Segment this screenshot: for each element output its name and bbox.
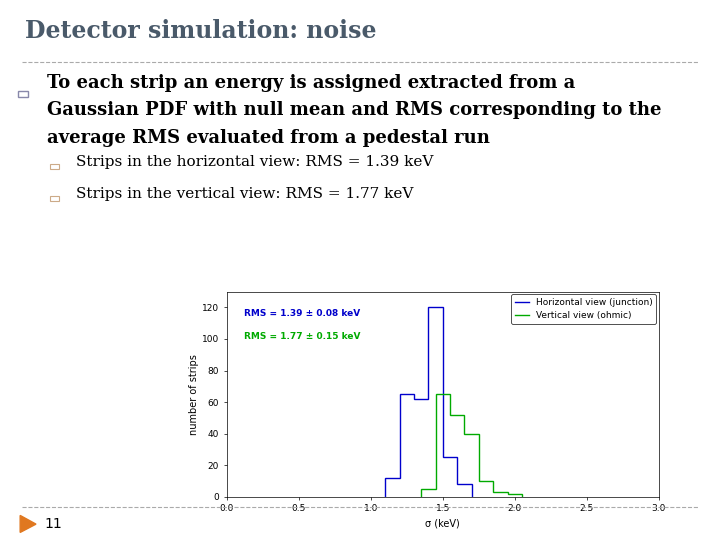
Text: Strips in the vertical view: RMS = 1.77 keV: Strips in the vertical view: RMS = 1.77 …	[76, 187, 413, 201]
Text: average RMS evaluated from a pedestal run: average RMS evaluated from a pedestal ru…	[47, 129, 490, 147]
Text: RMS = 1.77 ± 0.15 keV: RMS = 1.77 ± 0.15 keV	[244, 332, 361, 341]
X-axis label: σ (keV): σ (keV)	[426, 519, 460, 529]
Bar	[50, 164, 59, 168]
Text: RMS = 1.39 ± 0.08 keV: RMS = 1.39 ± 0.08 keV	[244, 309, 360, 318]
Text: Gaussian PDF with null mean and RMS corresponding to the: Gaussian PDF with null mean and RMS corr…	[47, 102, 661, 119]
Text: 11: 11	[45, 517, 63, 531]
Text: Detector simulation: noise: Detector simulation: noise	[25, 19, 377, 43]
Legend: Horizontal view (junction), Vertical view (ohmic): Horizontal view (junction), Vertical vie…	[511, 294, 656, 324]
Polygon shape	[20, 515, 36, 532]
Text: To each strip an energy is assigned extracted from a: To each strip an energy is assigned extr…	[47, 74, 575, 92]
Bar	[18, 91, 28, 97]
Text: Strips in the horizontal view: RMS = 1.39 keV: Strips in the horizontal view: RMS = 1.3…	[76, 155, 433, 169]
Bar	[50, 196, 59, 201]
Y-axis label: number of strips: number of strips	[189, 354, 199, 435]
